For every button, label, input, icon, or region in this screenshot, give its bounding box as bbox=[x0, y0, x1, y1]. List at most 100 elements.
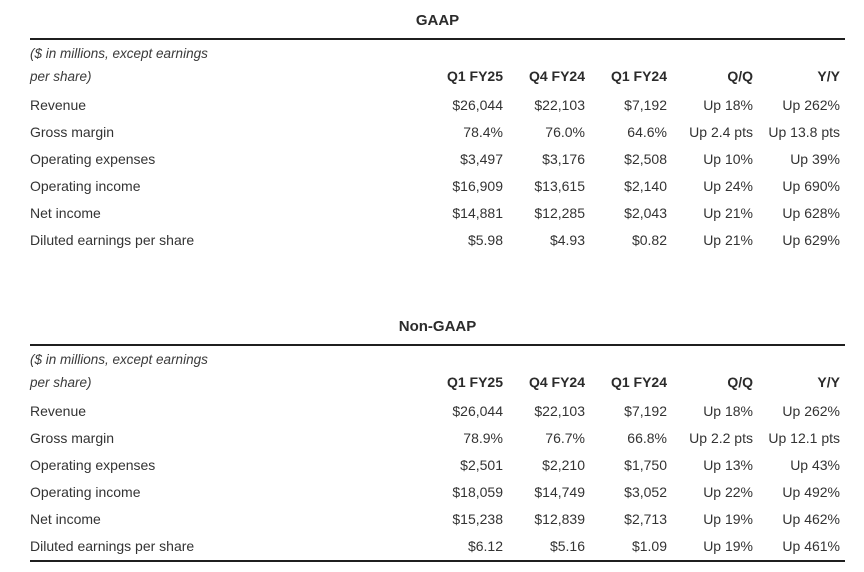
cell-value: Up 492% bbox=[782, 484, 840, 500]
cell-value: $16,909 bbox=[452, 178, 503, 194]
row-label: Revenue bbox=[30, 403, 87, 419]
non-gaap-section: Non-GAAP ($ in millions, except earnings… bbox=[30, 306, 845, 562]
row-label: Operating expenses bbox=[30, 151, 156, 167]
table-row: Net income $15,238 $12,839 $2,713 Up 19%… bbox=[30, 506, 845, 533]
cell-value: $26,044 bbox=[452, 403, 503, 419]
units-note-line1: ($ in millions, except earnings bbox=[30, 352, 208, 367]
cell-value: $5.98 bbox=[467, 232, 503, 248]
cell-value: $22,103 bbox=[534, 97, 585, 113]
cell-value: Up 462% bbox=[782, 511, 840, 527]
cell-value: Up 24% bbox=[703, 178, 753, 194]
cell-value: $18,059 bbox=[452, 484, 503, 500]
cell-value: Up 10% bbox=[703, 151, 753, 167]
cell-value: Up 22% bbox=[703, 484, 753, 500]
col-header-yy: Y/Y bbox=[817, 68, 840, 84]
cell-value: $13,615 bbox=[534, 178, 585, 194]
cell-value: $4.93 bbox=[549, 232, 585, 248]
gaap-table: ($ in millions, except earnings per shar… bbox=[30, 38, 845, 254]
units-note: ($ in millions, except earnings per shar… bbox=[30, 345, 421, 398]
cell-value: $2,140 bbox=[624, 178, 667, 194]
cell-value: $3,176 bbox=[542, 151, 585, 167]
cell-value: Up 21% bbox=[703, 232, 753, 248]
cell-value: $14,749 bbox=[534, 484, 585, 500]
cell-value: $26,044 bbox=[452, 97, 503, 113]
gaap-table-title: GAAP bbox=[415, 12, 460, 29]
cell-value: Up 19% bbox=[703, 511, 753, 527]
row-label: Net income bbox=[30, 511, 101, 527]
row-label: Operating expenses bbox=[30, 457, 156, 473]
units-note-line1: ($ in millions, except earnings bbox=[30, 46, 208, 61]
cell-value: $2,210 bbox=[542, 457, 585, 473]
col-header-q4fy24: Q4 FY24 bbox=[528, 68, 585, 84]
cell-value: Up 39% bbox=[790, 151, 840, 167]
cell-value: Up 19% bbox=[703, 538, 753, 554]
row-label: Net income bbox=[30, 205, 101, 221]
cell-value: $3,497 bbox=[460, 151, 503, 167]
row-label: Gross margin bbox=[30, 430, 115, 446]
col-header-q1fy24: Q1 FY24 bbox=[610, 68, 667, 84]
cell-value: $1.09 bbox=[631, 538, 667, 554]
cell-value: $14,881 bbox=[452, 205, 503, 221]
non-gaap-table-title: Non-GAAP bbox=[398, 318, 477, 335]
table-row: Revenue $26,044 $22,103 $7,192 Up 18% Up… bbox=[30, 398, 845, 425]
cell-value: $12,839 bbox=[534, 511, 585, 527]
cell-value: $2,508 bbox=[624, 151, 667, 167]
table-row: Diluted earnings per share $6.12 $5.16 $… bbox=[30, 533, 845, 561]
table-row: Diluted earnings per share $5.98 $4.93 $… bbox=[30, 227, 845, 254]
table-row: Revenue $26,044 $22,103 $7,192 Up 18% Up… bbox=[30, 92, 845, 119]
non-gaap-table: ($ in millions, except earnings per shar… bbox=[30, 344, 845, 562]
cell-value: $2,501 bbox=[460, 457, 503, 473]
cell-value: Up 18% bbox=[703, 97, 753, 113]
row-label: Diluted earnings per share bbox=[30, 538, 195, 554]
col-header-q1fy25: Q1 FY25 bbox=[446, 68, 503, 84]
cell-value: Up 18% bbox=[703, 403, 753, 419]
table-row: Net income $14,881 $12,285 $2,043 Up 21%… bbox=[30, 200, 845, 227]
non-gaap-header-row: ($ in millions, except earnings per shar… bbox=[30, 345, 845, 398]
cell-value: Up 262% bbox=[782, 403, 840, 419]
table-row: Gross margin 78.4% 76.0% 64.6% Up 2.4 pt… bbox=[30, 119, 845, 146]
gaap-section: GAAP ($ in millions, except earnings per… bbox=[30, 0, 845, 254]
col-header-q1fy24: Q1 FY24 bbox=[610, 374, 667, 390]
row-label: Revenue bbox=[30, 97, 87, 113]
row-label: Operating income bbox=[30, 178, 141, 194]
cell-value: $22,103 bbox=[534, 403, 585, 419]
row-label: Diluted earnings per share bbox=[30, 232, 195, 248]
cell-value: Up 262% bbox=[782, 97, 840, 113]
cell-value: $7,192 bbox=[624, 403, 667, 419]
gaap-header-row: ($ in millions, except earnings per shar… bbox=[30, 39, 845, 92]
cell-value: $7,192 bbox=[624, 97, 667, 113]
cell-value: Up 2.2 pts bbox=[689, 430, 753, 446]
units-note: ($ in millions, except earnings per shar… bbox=[30, 39, 421, 92]
cell-value: 66.8% bbox=[627, 430, 667, 446]
units-note-line2: per share) bbox=[30, 375, 92, 390]
cell-value: $1,750 bbox=[624, 457, 667, 473]
cell-value: Up 12.1 pts bbox=[768, 430, 840, 446]
cell-value: Up 13% bbox=[703, 457, 753, 473]
cell-value: Up 21% bbox=[703, 205, 753, 221]
cell-value: 78.9% bbox=[463, 430, 503, 446]
cell-value: $15,238 bbox=[452, 511, 503, 527]
cell-value: Up 690% bbox=[782, 178, 840, 194]
col-header-qq: Q/Q bbox=[727, 374, 753, 390]
cell-value: $6.12 bbox=[467, 538, 503, 554]
row-label: Gross margin bbox=[30, 124, 115, 140]
table-row: Gross margin 78.9% 76.7% 66.8% Up 2.2 pt… bbox=[30, 425, 845, 452]
table-row: Operating income $16,909 $13,615 $2,140 … bbox=[30, 173, 845, 200]
cell-value: Up 43% bbox=[790, 457, 840, 473]
cell-value: 78.4% bbox=[463, 124, 503, 140]
cell-value: Up 628% bbox=[782, 205, 840, 221]
cell-value: $0.82 bbox=[631, 232, 667, 248]
col-header-q4fy24: Q4 FY24 bbox=[528, 374, 585, 390]
table-row: Operating expenses $3,497 $3,176 $2,508 … bbox=[30, 146, 845, 173]
cell-value: Up 13.8 pts bbox=[768, 124, 840, 140]
row-label: Operating income bbox=[30, 484, 141, 500]
col-header-qq: Q/Q bbox=[727, 68, 753, 84]
table-row: Operating income $18,059 $14,749 $3,052 … bbox=[30, 479, 845, 506]
table-row: Operating expenses $2,501 $2,210 $1,750 … bbox=[30, 452, 845, 479]
cell-value: Up 461% bbox=[782, 538, 840, 554]
col-header-q1fy25: Q1 FY25 bbox=[446, 374, 503, 390]
cell-value: $3,052 bbox=[624, 484, 667, 500]
cell-value: Up 629% bbox=[782, 232, 840, 248]
units-note-line2: per share) bbox=[30, 69, 92, 84]
cell-value: 64.6% bbox=[627, 124, 667, 140]
